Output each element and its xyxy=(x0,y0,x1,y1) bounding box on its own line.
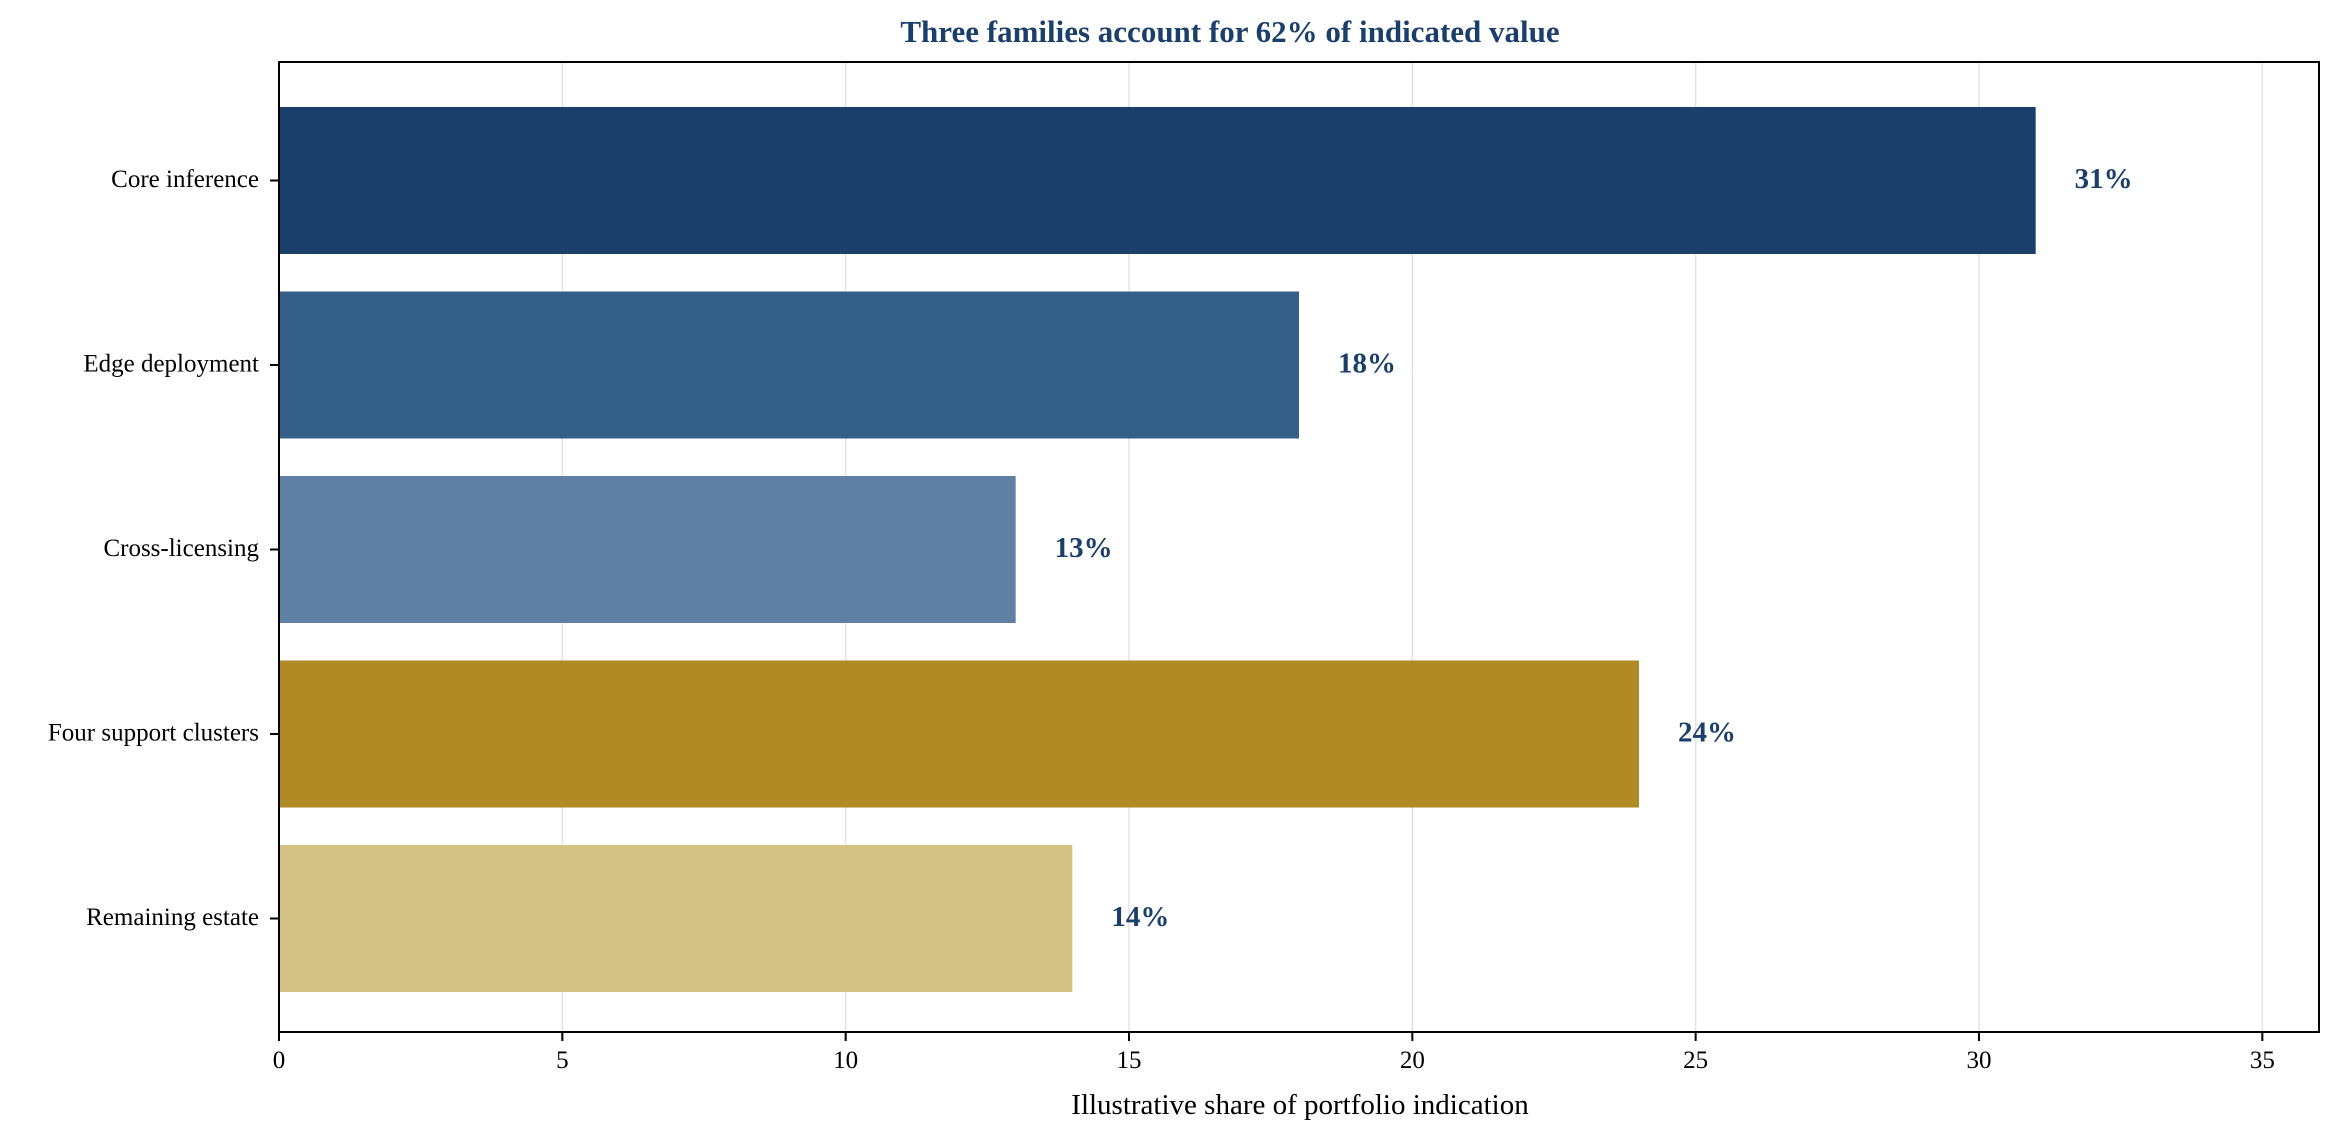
plot-frame xyxy=(278,61,2320,1033)
bar-value-label: 18% xyxy=(1338,348,1396,380)
y-axis-ticks: Core inference Edge deployment Cross-licen… xyxy=(48,166,279,931)
x-tick-label: 25 xyxy=(1683,1047,1708,1074)
x-axis-label: Illustrative share of portfolio indicati… xyxy=(1071,1089,1529,1121)
bar-value-label: 31% xyxy=(2075,163,2133,195)
x-tick-label: 15 xyxy=(1117,1047,1142,1074)
bar-value-label: 13% xyxy=(1055,532,1113,564)
x-tick-label: 0 xyxy=(273,1047,286,1074)
bar-core-inference xyxy=(279,107,2036,254)
bar-value-label: 24% xyxy=(1678,717,1736,749)
x-axis-ticks: 0 5 10 15 20 25 30 35 xyxy=(273,1032,2275,1074)
bar-edge-deployment xyxy=(279,291,1299,439)
y-tick-label: Four support clusters xyxy=(48,720,259,747)
bar-value-label: 14% xyxy=(1111,901,1169,933)
y-tick-label: Remaining estate xyxy=(86,904,259,931)
bar-remaining-estate xyxy=(279,845,1073,992)
x-tick-label: 5 xyxy=(556,1047,569,1074)
data-labels: 31% 18% 13% 24% 14% xyxy=(1055,163,2133,933)
chart-title: Three families account for 62% of indica… xyxy=(900,14,1559,49)
y-tick-label: Edge deployment xyxy=(83,351,259,378)
bar-four-support-clusters xyxy=(279,660,1639,808)
bar-cross-licensing xyxy=(279,476,1016,623)
x-tick-label: 10 xyxy=(833,1047,858,1074)
y-tick-label: Core inference xyxy=(111,166,259,193)
y-tick-label: Cross-licensing xyxy=(103,535,259,562)
x-tick-label: 30 xyxy=(1967,1047,1992,1074)
bars xyxy=(279,107,2036,992)
x-tick-label: 20 xyxy=(1400,1047,1425,1074)
x-tick-label: 35 xyxy=(2250,1047,2275,1074)
